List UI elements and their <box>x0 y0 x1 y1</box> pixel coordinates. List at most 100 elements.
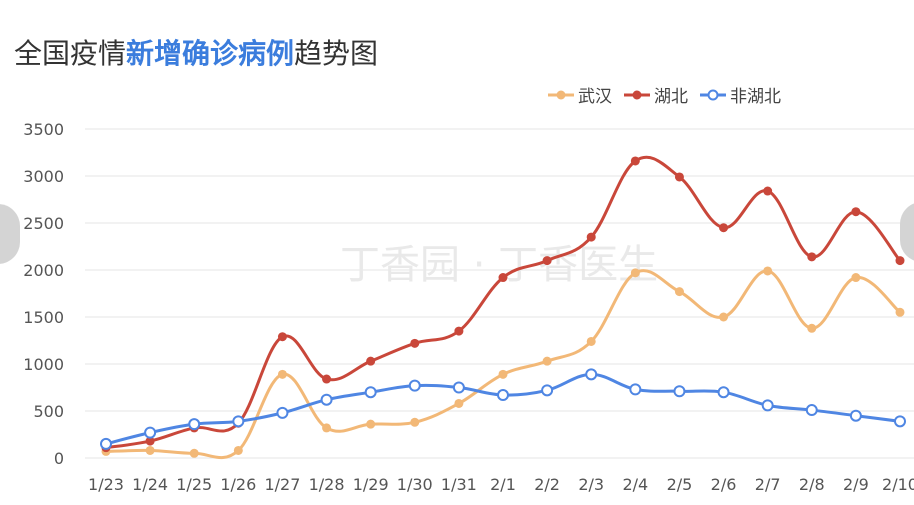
x-tick-label: 2/7 <box>755 475 781 494</box>
data-point-non_hubei[interactable] <box>320 393 333 406</box>
legend-marker-hubei <box>624 90 650 99</box>
data-point-wuhan[interactable] <box>586 336 596 346</box>
x-tick-label: 1/31 <box>441 475 477 494</box>
data-point-wuhan[interactable] <box>807 323 817 333</box>
y-tick-label: 1000 <box>23 355 64 374</box>
data-point-non_hubei[interactable] <box>276 406 289 419</box>
x-tick-label: 2/8 <box>799 475 825 494</box>
legend-marker-wuhan <box>548 90 574 99</box>
data-point-hubei[interactable] <box>322 374 332 384</box>
data-point-non_hubei[interactable] <box>629 383 642 396</box>
data-point-non_hubei[interactable] <box>761 399 774 412</box>
series-lines <box>100 155 906 460</box>
data-point-hubei[interactable] <box>674 172 684 182</box>
x-tick-label: 1/25 <box>176 475 212 494</box>
data-point-hubei[interactable] <box>895 256 905 266</box>
x-tick-label: 2/2 <box>534 475 560 494</box>
data-point-non_hubei[interactable] <box>541 384 554 397</box>
prev-slide-button[interactable] <box>0 204 20 264</box>
x-tick-label: 2/6 <box>711 475 737 494</box>
x-tick-label: 1/29 <box>353 475 389 494</box>
data-point-hubei[interactable] <box>630 156 640 166</box>
data-point-hubei[interactable] <box>277 332 287 342</box>
data-point-wuhan[interactable] <box>322 423 332 433</box>
data-point-wuhan[interactable] <box>851 273 861 283</box>
x-tick-label: 1/23 <box>88 475 124 494</box>
data-point-non_hubei[interactable] <box>849 409 862 422</box>
data-point-hubei[interactable] <box>542 256 552 266</box>
y-tick-label: 1500 <box>23 308 64 327</box>
chart-title: 全国疫情新增确诊病例趋势图 <box>14 32 378 72</box>
x-tick-label: 2/1 <box>490 475 516 494</box>
chart-legend: 武汉 湖北 非湖北 <box>548 82 781 107</box>
data-point-wuhan[interactable] <box>763 266 773 276</box>
y-tick-label: 2000 <box>23 261 64 280</box>
x-tick-label: 1/27 <box>264 475 300 494</box>
data-point-hubei[interactable] <box>763 186 773 196</box>
data-point-wuhan[interactable] <box>366 419 376 429</box>
data-point-non_hubei[interactable] <box>452 381 465 394</box>
legend-item-non-hubei[interactable]: 非湖北 <box>700 82 781 107</box>
data-point-non_hubei[interactable] <box>100 437 112 450</box>
title-suffix: 趋势图 <box>294 37 379 70</box>
x-tick-label: 2/10 <box>882 475 914 494</box>
data-point-non_hubei[interactable] <box>497 389 509 402</box>
data-point-non_hubei[interactable] <box>894 415 906 428</box>
data-point-hubei[interactable] <box>807 252 817 262</box>
data-point-wuhan[interactable] <box>719 312 729 322</box>
next-slide-button[interactable] <box>900 202 914 262</box>
data-point-non_hubei[interactable] <box>364 386 377 399</box>
legend-marker-non-hubei <box>700 89 726 100</box>
data-point-hubei[interactable] <box>719 223 729 233</box>
x-tick-label: 1/26 <box>220 475 256 494</box>
x-tick-label: 2/3 <box>578 475 604 494</box>
data-point-hubei[interactable] <box>454 326 464 336</box>
data-point-wuhan[interactable] <box>145 445 155 455</box>
data-point-wuhan[interactable] <box>233 445 243 455</box>
data-point-wuhan[interactable] <box>498 369 508 379</box>
data-point-non_hubei[interactable] <box>144 426 157 439</box>
data-point-wuhan[interactable] <box>454 398 464 408</box>
series-line-hubei <box>104 155 902 450</box>
data-point-non_hubei[interactable] <box>673 385 686 398</box>
data-point-hubei[interactable] <box>410 338 420 348</box>
x-tick-label: 1/30 <box>397 475 433 494</box>
series-wuhan <box>101 266 905 460</box>
y-tick-label: 2500 <box>23 214 64 233</box>
data-point-hubei[interactable] <box>586 232 596 242</box>
axis-labels: 0 500 1000 1500 2000 2500 3000 3500 1/23 1/24 1/25… <box>23 120 914 494</box>
data-point-hubei[interactable] <box>851 207 861 217</box>
data-point-wuhan[interactable] <box>895 307 905 317</box>
y-tick-label: 500 <box>33 402 64 421</box>
data-point-wuhan[interactable] <box>542 356 552 366</box>
data-point-wuhan[interactable] <box>277 369 287 379</box>
legend-label-non-hubei: 非湖北 <box>730 87 781 107</box>
data-point-wuhan[interactable] <box>630 268 640 278</box>
x-tick-label: 1/28 <box>309 475 345 494</box>
series-non_hubei <box>100 368 906 450</box>
data-point-non_hubei[interactable] <box>805 404 818 417</box>
legend-label-wuhan: 武汉 <box>578 87 612 107</box>
data-point-non_hubei[interactable] <box>717 386 730 399</box>
data-point-non_hubei[interactable] <box>188 418 201 431</box>
x-tick-label: 2/5 <box>667 475 693 494</box>
data-point-non_hubei[interactable] <box>408 379 421 392</box>
data-point-hubei[interactable] <box>498 273 508 283</box>
series-line-non_hubei <box>104 372 902 446</box>
y-tick-label: 3500 <box>23 120 64 139</box>
data-point-non_hubei[interactable] <box>585 368 598 381</box>
data-point-wuhan[interactable] <box>189 448 199 458</box>
x-tick-label: 2/4 <box>622 475 648 494</box>
data-point-wuhan[interactable] <box>674 287 684 297</box>
data-point-wuhan[interactable] <box>410 417 420 427</box>
title-highlight: 新增确诊病例 <box>126 37 295 70</box>
y-tick-label: 0 <box>54 449 64 468</box>
legend-item-hubei[interactable]: 湖北 <box>624 82 688 107</box>
y-tick-label: 3000 <box>23 167 64 186</box>
legend-item-wuhan[interactable]: 武汉 <box>548 82 612 107</box>
data-point-hubei[interactable] <box>366 356 376 366</box>
data-point-non_hubei[interactable] <box>232 415 245 428</box>
x-tick-label: 1/24 <box>132 475 168 494</box>
data-point-hubei[interactable] <box>145 436 155 446</box>
